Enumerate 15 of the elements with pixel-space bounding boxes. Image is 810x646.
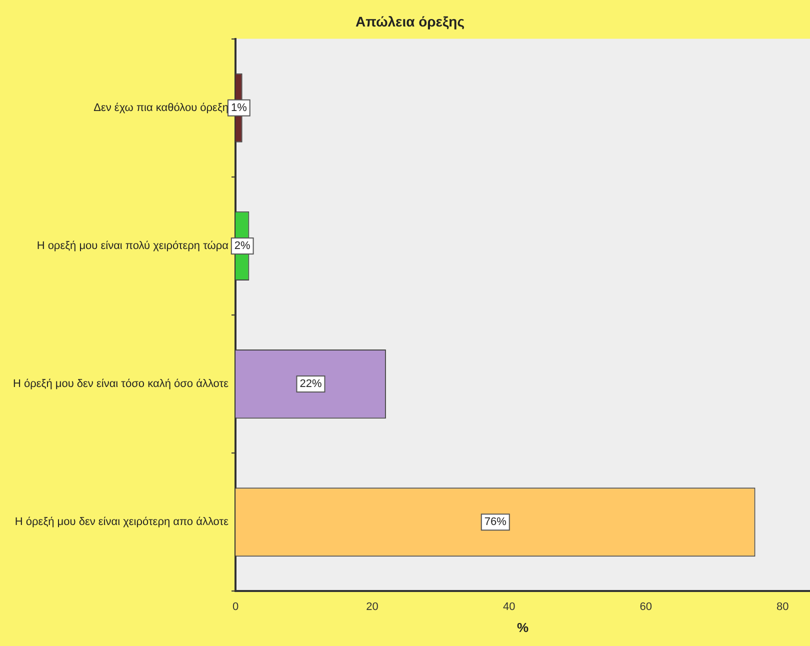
x-tick-label: 20	[366, 600, 378, 613]
data-label: 2%	[234, 240, 251, 252]
x-tick-label: 80	[776, 600, 789, 613]
x-axis-title: %	[516, 620, 529, 635]
y-tick-label: Η όρεξή μου δεν είναι τόσο καλή όσο άλλοτε	[12, 378, 229, 390]
x-tick-label: 40	[502, 600, 516, 613]
chart-title: Απώλεια όρεξης	[355, 13, 465, 30]
y-tick-label: Δεν έχω πια καθόλου όρεξη	[94, 102, 229, 114]
x-tick-label: 0	[232, 600, 239, 613]
data-label: 1%	[230, 102, 248, 114]
y-tick-label: Η ορεξή μου είναι πολύ χειρότερη τώρα	[36, 240, 230, 252]
x-tick-label: 60	[640, 600, 652, 613]
data-label: 22%	[300, 378, 322, 390]
y-tick-label: Η όρεξή μου δεν είναι χειρότερη απο άλλοτε	[14, 516, 229, 528]
data-label: 76%	[484, 516, 507, 528]
